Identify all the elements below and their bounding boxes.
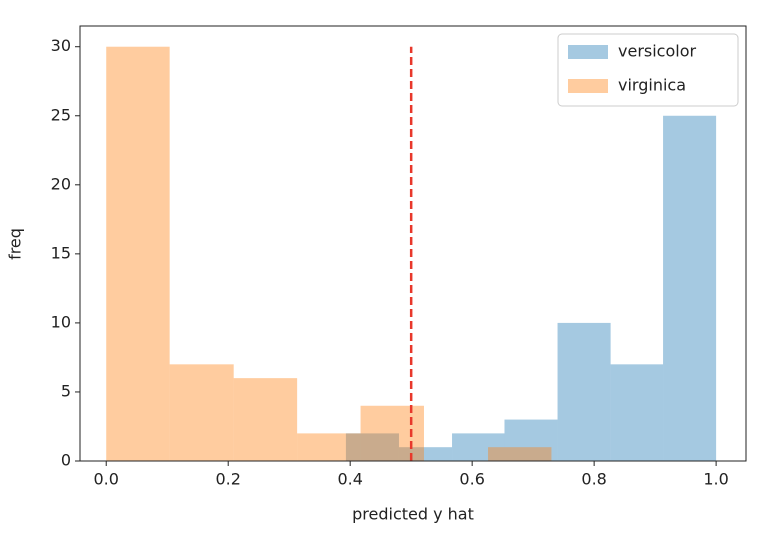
y-tick-label: 20: [51, 174, 71, 193]
histogram-bar: [504, 419, 558, 461]
x-axis-label: predicted y hat: [352, 505, 474, 524]
legend-swatch: [568, 79, 608, 93]
legend-box: [557, 33, 739, 107]
legend-label: versicolor: [618, 42, 696, 61]
plot-area: [106, 46, 717, 461]
histogram-bar: [106, 46, 170, 461]
x-tick-label: 0.8: [581, 470, 606, 489]
x-tick-label: 1.0: [703, 470, 728, 489]
y-tick-label: 5: [61, 381, 71, 400]
histogram-bar: [297, 433, 361, 461]
y-tick-label: 25: [51, 105, 71, 124]
histogram-bar: [663, 115, 717, 461]
histogram-bar: [452, 433, 505, 461]
x-tick-label: 0.6: [459, 470, 484, 489]
y-tick-label: 30: [51, 36, 71, 55]
legend-swatch: [568, 45, 608, 59]
histogram-bar: [610, 364, 664, 461]
axes-frame: [79, 25, 747, 462]
x-tick-label: 0.4: [337, 470, 362, 489]
y-tick-label: 10: [51, 312, 71, 331]
histogram-bar: [345, 433, 399, 461]
x-tick-label: 0.0: [93, 470, 118, 489]
histogram-bar: [233, 378, 298, 461]
histogram-bar: [360, 405, 424, 461]
y-tick-label: 15: [51, 243, 71, 262]
histogram-bar: [488, 447, 552, 461]
histogram-bar: [169, 364, 234, 461]
x-tick-label: 0.2: [215, 470, 240, 489]
histogram-bar: [557, 322, 611, 461]
y-tick-label: 0: [61, 451, 71, 470]
legend: versicolor virginica: [557, 33, 739, 107]
y-axis-label: freq: [6, 228, 25, 260]
legend-label: virginica: [618, 76, 686, 95]
